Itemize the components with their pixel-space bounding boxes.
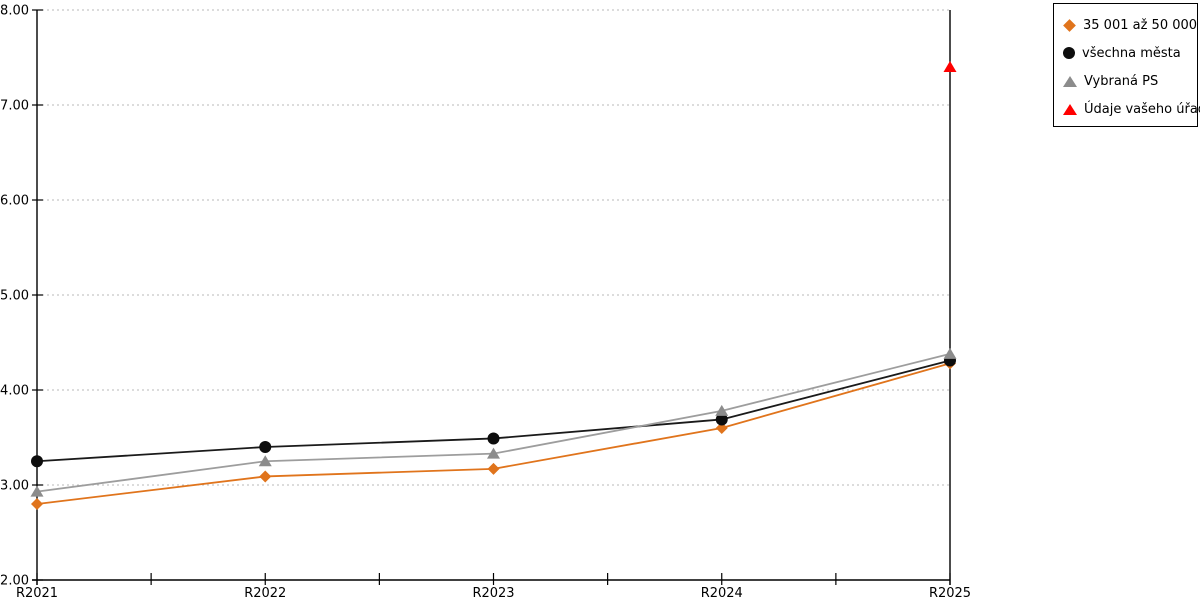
data-point bbox=[943, 347, 957, 359]
legend-label: 35 001 až 50 000 bbox=[1083, 17, 1198, 33]
data-point bbox=[943, 61, 957, 72]
data-point bbox=[487, 462, 500, 475]
legend-item-3: Údaje vašeho úřadu bbox=[1063, 95, 1200, 123]
y-tick-label: 2.00 bbox=[0, 574, 29, 589]
data-point bbox=[258, 455, 272, 467]
legend-label: Vybraná PS bbox=[1084, 73, 1159, 89]
data-point bbox=[31, 498, 43, 510]
circle-marker-icon bbox=[1063, 47, 1075, 59]
data-point bbox=[487, 447, 500, 459]
data-point bbox=[715, 413, 728, 426]
x-tick-label: R2021 bbox=[16, 586, 58, 600]
x-tick-label: R2023 bbox=[472, 586, 514, 600]
data-point bbox=[715, 422, 728, 434]
legend-item-2: Vybraná PS bbox=[1063, 67, 1193, 95]
series-line-1 bbox=[36, 359, 951, 463]
data-point bbox=[31, 455, 43, 468]
triangle-marker-icon bbox=[1063, 103, 1077, 115]
legend-item-1: všechna města bbox=[1063, 39, 1193, 67]
legend-item-0: 35 001 až 50 000 bbox=[1063, 11, 1197, 39]
diamond-marker-icon bbox=[1063, 18, 1076, 32]
triangle-marker-icon bbox=[1063, 75, 1077, 87]
y-tick-label: 7.00 bbox=[0, 99, 29, 114]
data-point bbox=[487, 432, 500, 445]
y-tick-label: 8.00 bbox=[0, 4, 29, 19]
legend-label: Údaje vašeho úřadu bbox=[1084, 101, 1200, 117]
y-tick-label: 6.00 bbox=[0, 194, 29, 209]
y-tick-label: 3.00 bbox=[0, 479, 29, 494]
y-tick-label: 4.00 bbox=[0, 384, 29, 399]
data-point bbox=[30, 485, 44, 497]
x-tick-label: R2025 bbox=[929, 586, 971, 600]
y-tick-label: 5.00 bbox=[0, 289, 29, 304]
x-tick-label: R2024 bbox=[701, 586, 743, 600]
legend-label: všechna města bbox=[1082, 45, 1181, 61]
data-point bbox=[259, 441, 272, 453]
data-point bbox=[715, 404, 729, 416]
data-point bbox=[259, 470, 272, 483]
legend: 35 001 až 50 000 všechna města Vybraná PS Ú… bbox=[1053, 3, 1200, 127]
x-tick-label: R2022 bbox=[244, 586, 286, 600]
